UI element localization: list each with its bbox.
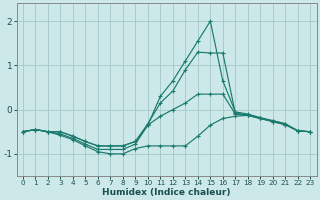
X-axis label: Humidex (Indice chaleur): Humidex (Indice chaleur) xyxy=(102,188,231,197)
